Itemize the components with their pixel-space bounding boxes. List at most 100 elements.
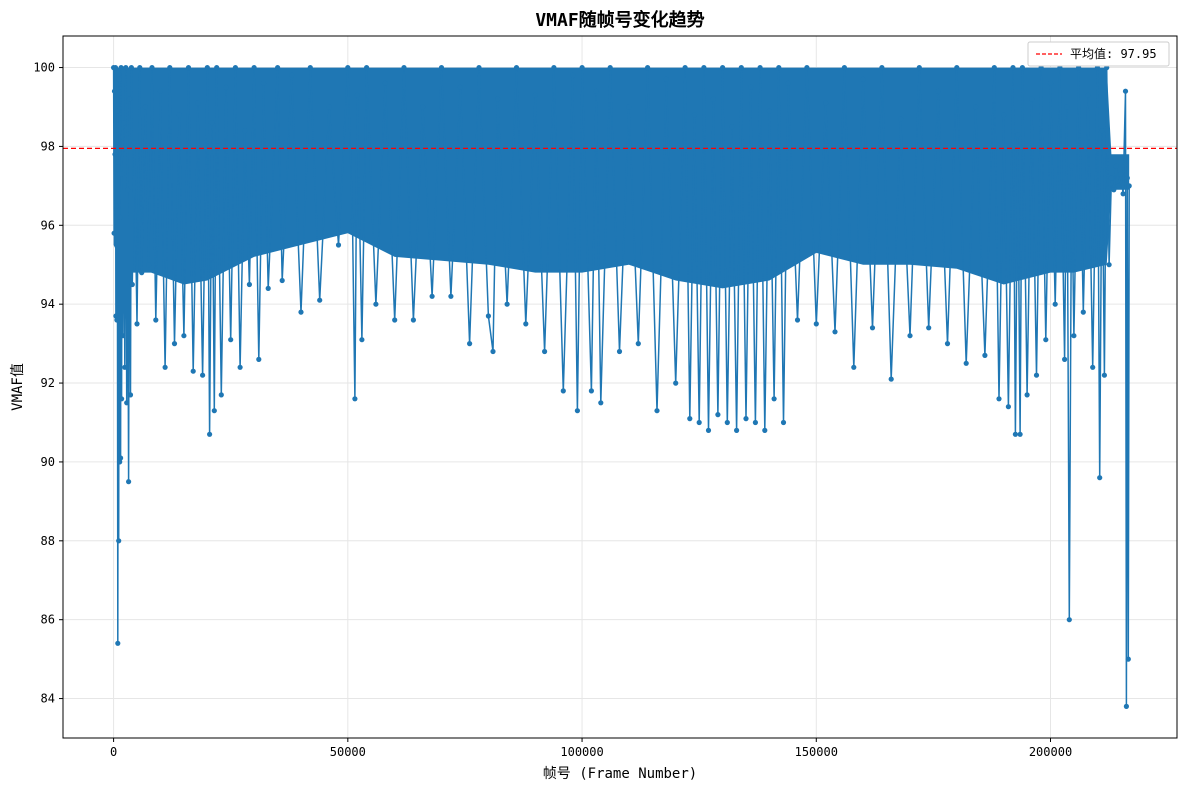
data-point-3: [112, 151, 118, 157]
legend-box: [1027, 41, 1170, 67]
data-point-165: [1017, 431, 1023, 437]
data-point-131: [762, 427, 768, 433]
data-point-159: [996, 396, 1002, 402]
data-point-199: [1125, 656, 1131, 662]
data-point-130: [757, 65, 763, 71]
data-point-27: [127, 392, 134, 398]
data-point-162: [1010, 65, 1016, 71]
data-point-105: [598, 400, 604, 406]
data-point-73: [349, 218, 356, 224]
y-tick-label-0: 84: [41, 692, 55, 706]
data-point-110: [645, 65, 651, 71]
data-point-98: [551, 65, 557, 71]
data-point-30: [131, 139, 137, 146]
data-point-122: [720, 65, 726, 71]
data-point-33: [139, 270, 145, 276]
y-tick-label-6: 96: [41, 218, 55, 232]
data-point-8: [114, 108, 120, 114]
x-axis-title: 帧号 (Frame Number): [543, 766, 697, 782]
data-point-186: [1099, 128, 1105, 134]
data-point-83: [420, 104, 426, 110]
data-point-190: [1108, 175, 1114, 181]
data-point-120: [710, 96, 716, 102]
data-point-38: [157, 88, 163, 94]
data-point-19: [120, 333, 126, 339]
data-point-126: [738, 65, 744, 71]
data-point-18: [119, 171, 125, 177]
data-point-100: [570, 72, 576, 78]
data-point-103: [588, 388, 595, 394]
data-point-171: [1043, 337, 1049, 343]
data-point-21: [122, 364, 128, 370]
y-axis-title: VMAF值: [10, 363, 26, 411]
data-point-148: [898, 116, 904, 122]
data-point-163: [1012, 431, 1019, 437]
data-point-47: [200, 372, 206, 378]
data-point-187: [1101, 372, 1107, 378]
data-point-94: [513, 65, 520, 71]
data-point-176: [1064, 104, 1070, 110]
data-point-26: [126, 96, 133, 102]
data-point-168: [1029, 96, 1035, 102]
data-point-114: [682, 65, 688, 71]
data-point-79: [382, 80, 388, 86]
y-tick-label-5: 94: [41, 297, 55, 311]
data-point-123: [724, 419, 730, 426]
data-point-44: [185, 65, 192, 71]
data-point-198: [1124, 175, 1130, 181]
data-point-80: [392, 317, 398, 323]
data-point-175: [1062, 356, 1068, 362]
data-point-140: [823, 100, 829, 106]
data-point-77: [364, 65, 370, 71]
data-point-145: [869, 325, 876, 331]
data-point-195: [1120, 191, 1126, 197]
data-point-166: [1019, 65, 1025, 71]
data-point-76: [359, 337, 365, 343]
data-point-125: [734, 427, 740, 433]
data-point-39: [162, 364, 168, 370]
x-tick-label-2: 100000: [560, 745, 603, 759]
data-point-84: [429, 293, 435, 299]
data-point-161: [1005, 404, 1012, 410]
data-point-157: [982, 352, 988, 358]
data-point-64: [275, 65, 281, 71]
data-point-78: [373, 301, 379, 307]
data-point-61: [256, 356, 262, 362]
data-point-68: [307, 65, 313, 71]
data-point-135: [780, 419, 787, 426]
data-point-153: [944, 341, 951, 347]
data-point-40: [167, 65, 173, 71]
data-point-53: [218, 392, 224, 398]
data-point-60: [251, 65, 257, 71]
data-point-196: [1122, 88, 1129, 94]
data-point-31: [134, 321, 140, 327]
data-point-32: [137, 65, 143, 71]
data-point-156: [973, 104, 979, 110]
y-tick-label-7: 98: [41, 139, 55, 153]
data-point-49: [207, 431, 213, 437]
data-point-70: [326, 104, 332, 110]
data-point-102: [579, 65, 585, 71]
data-point-25: [126, 479, 132, 485]
x-tick-label-4: 200000: [1029, 745, 1072, 759]
data-point-104: [593, 88, 599, 94]
data-point-16: [118, 65, 124, 71]
data-point-89: [476, 65, 482, 71]
data-point-139: [813, 321, 819, 327]
data-point-86: [448, 293, 454, 299]
data-point-51: [211, 408, 217, 414]
legend: 平均值: 97.95: [1027, 41, 1170, 67]
data-point-155: [963, 360, 969, 366]
data-point-36: [149, 65, 155, 71]
data-point-124: [729, 124, 735, 130]
data-point-95: [523, 321, 529, 327]
data-point-141: [832, 329, 838, 335]
data-point-5: [113, 313, 119, 319]
data-point-149: [907, 333, 913, 339]
data-point-20: [121, 120, 127, 126]
data-point-146: [879, 65, 885, 71]
data-point-48: [204, 65, 210, 71]
legend-mean-label: 平均值: 97.95: [1070, 46, 1157, 61]
data-point-24: [125, 187, 131, 193]
data-point-42: [176, 112, 182, 118]
